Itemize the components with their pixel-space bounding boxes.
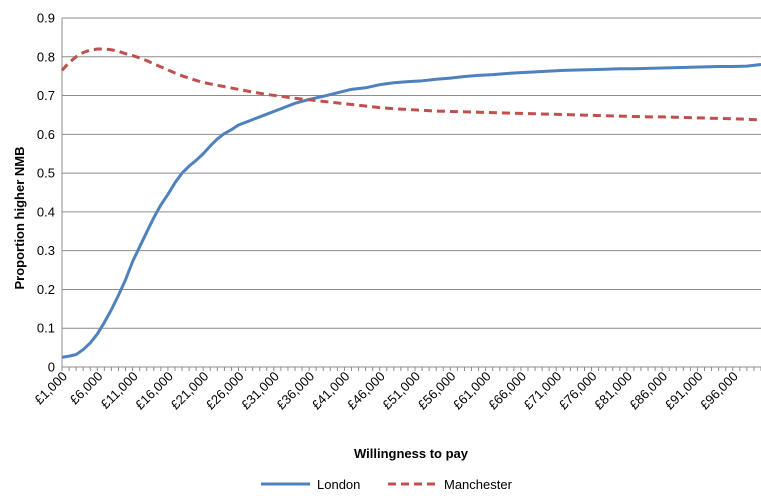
legend-label-london: London <box>317 477 360 492</box>
x-axis-title: Willingness to pay <box>354 446 469 461</box>
x-tick-label: £71,000 <box>521 369 565 413</box>
y-tick-label: 0.5 <box>37 166 55 181</box>
x-tick-label: £31,000 <box>238 369 282 413</box>
x-tick-label: £16,000 <box>132 369 176 413</box>
y-tick-label: 0.9 <box>37 11 55 26</box>
x-tick-label: £86,000 <box>626 369 670 413</box>
y-tick-label: 0.3 <box>37 243 55 258</box>
x-tick-label: £81,000 <box>591 369 635 413</box>
y-tick-label: 0.2 <box>37 282 55 297</box>
series-line-manchester <box>60 47 761 122</box>
grid-lines <box>62 17 761 329</box>
series-line-london <box>61 63 761 359</box>
x-tick-label: £26,000 <box>203 369 247 413</box>
y-axis-title: Proportion higher NMB <box>12 147 27 290</box>
x-tick-label: £21,000 <box>167 369 211 413</box>
y-tick-label: 0.1 <box>37 321 55 336</box>
x-tick-label: £66,000 <box>485 369 529 413</box>
x-tick-label: £36,000 <box>273 369 317 413</box>
x-tick-label: £41,000 <box>309 369 353 413</box>
x-tick-label: £76,000 <box>556 369 600 413</box>
y-tick-label: 0.6 <box>37 127 55 142</box>
y-tick-labels: 0 0.1 0.2 0.3 0.4 0.5 0.6 0.7 0.8 0.9 <box>37 11 55 375</box>
y-tick-label: 0.7 <box>37 88 55 103</box>
x-tick-label: £61,000 <box>450 369 494 413</box>
series-lines <box>60 47 761 359</box>
y-tick-label: 0.8 <box>37 49 55 64</box>
axes <box>61 18 761 371</box>
x-tick-labels: £1,000£6,000£11,000£16,000£21,000£26,000… <box>31 369 740 413</box>
y-tick-label: 0.4 <box>37 204 55 219</box>
x-tick-label: £56,000 <box>415 369 459 413</box>
x-tick-label: £96,000 <box>697 369 741 413</box>
x-tick-label: £46,000 <box>344 369 388 413</box>
legend-label-manchester: Manchester <box>444 477 513 492</box>
y-tick-label: 0 <box>48 360 55 375</box>
x-tick-label: £91,000 <box>662 369 706 413</box>
x-tick-label: £51,000 <box>379 369 423 413</box>
legend: London Manchester <box>261 477 513 492</box>
